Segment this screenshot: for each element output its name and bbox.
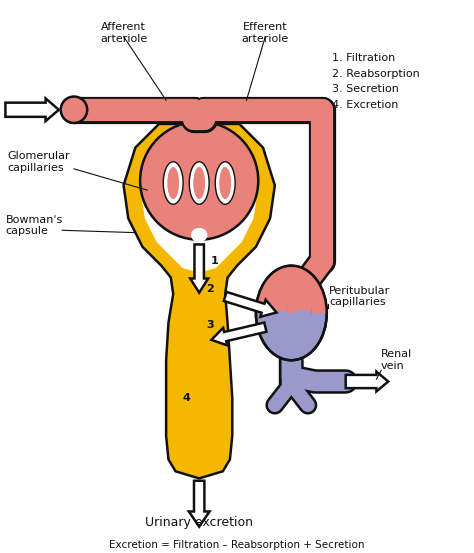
Ellipse shape bbox=[163, 161, 183, 204]
Ellipse shape bbox=[219, 167, 231, 199]
Text: 1. Filtration
2. Reabsorption
3. Secretion
4. Excretion: 1. Filtration 2. Reabsorption 3. Secreti… bbox=[331, 53, 419, 110]
Text: Peritubular
capillaries: Peritubular capillaries bbox=[329, 286, 391, 307]
Ellipse shape bbox=[215, 161, 235, 204]
Text: Excretion = Filtration – Reabsorption + Secretion: Excretion = Filtration – Reabsorption + … bbox=[109, 540, 365, 550]
FancyArrow shape bbox=[189, 481, 210, 526]
Text: Efferent
arteriole: Efferent arteriole bbox=[242, 22, 289, 44]
Text: 2: 2 bbox=[206, 284, 214, 294]
Polygon shape bbox=[295, 287, 312, 311]
Text: 1: 1 bbox=[211, 256, 219, 266]
Polygon shape bbox=[124, 124, 275, 478]
FancyArrow shape bbox=[211, 322, 266, 346]
Ellipse shape bbox=[296, 294, 311, 327]
Polygon shape bbox=[256, 266, 327, 313]
Ellipse shape bbox=[256, 266, 327, 360]
Circle shape bbox=[61, 97, 87, 123]
Text: Glomerular
capillaries: Glomerular capillaries bbox=[8, 151, 71, 173]
Ellipse shape bbox=[189, 161, 209, 204]
Text: Bowman's
capsule: Bowman's capsule bbox=[5, 215, 63, 236]
Text: Renal
vein: Renal vein bbox=[381, 349, 412, 371]
Ellipse shape bbox=[271, 292, 288, 339]
Ellipse shape bbox=[193, 167, 205, 199]
FancyArrow shape bbox=[224, 292, 276, 317]
FancyArrow shape bbox=[346, 372, 388, 392]
Polygon shape bbox=[140, 124, 258, 273]
FancyArrow shape bbox=[190, 244, 208, 293]
Ellipse shape bbox=[295, 292, 312, 339]
Ellipse shape bbox=[272, 294, 287, 327]
Text: 4: 4 bbox=[182, 393, 191, 403]
FancyArrow shape bbox=[5, 98, 59, 121]
Ellipse shape bbox=[167, 167, 179, 199]
Text: Afferent
arteriole: Afferent arteriole bbox=[100, 22, 147, 44]
Polygon shape bbox=[271, 287, 288, 311]
Text: 3: 3 bbox=[206, 320, 214, 330]
Ellipse shape bbox=[191, 228, 208, 242]
Text: Urinary excretion: Urinary excretion bbox=[145, 516, 253, 529]
Circle shape bbox=[140, 122, 258, 239]
